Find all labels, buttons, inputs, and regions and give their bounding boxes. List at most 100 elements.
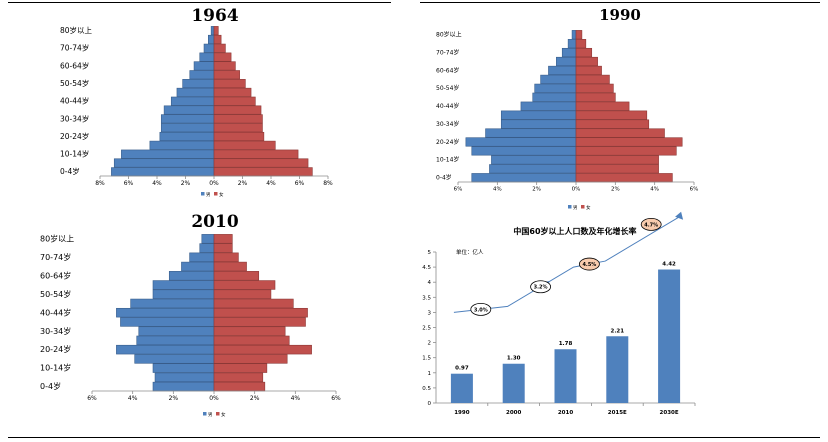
x-tick-label: 8% [95, 180, 105, 187]
legend-female-swatch [581, 205, 585, 209]
male-bar-55-59岁 [152, 280, 215, 290]
female-bar-70-74岁 [213, 43, 226, 53]
bar-2015E [606, 336, 629, 403]
pyramid-1990: 1990 6% 4% 2% 0% 2% 4% 6% 0-4岁 10-14岁 20-24岁 30-34… [420, 4, 820, 218]
y-tick-label: 4 [428, 280, 432, 286]
data-label: 0.97 [455, 366, 469, 372]
male-bar-50-54岁 [182, 79, 215, 89]
female-bar-40-44岁 [213, 307, 308, 318]
male-bar-75-79岁 [208, 34, 215, 44]
female-bar-10-14岁 [213, 149, 299, 159]
female-bar-0-4岁 [213, 381, 266, 392]
female-bar-35-39岁 [213, 317, 306, 327]
male-bar-70-74岁 [561, 47, 577, 58]
male-bar-25-29岁 [136, 335, 215, 346]
male-bar-15-19岁 [471, 146, 577, 156]
male-bar-30-34岁 [500, 119, 577, 129]
x-tick-label: 4% [152, 180, 162, 187]
y-tick-label: 80岁以上 [40, 233, 74, 243]
growth-rate-label: 4.7% [644, 222, 658, 228]
male-bar-35-39岁 [500, 110, 577, 120]
x-tick-label: 2% [169, 395, 179, 402]
y-tick-label: 10-14岁 [436, 156, 459, 164]
male-bar-45-49岁 [176, 87, 215, 97]
female-bar-20-24岁 [213, 344, 312, 355]
male-bar-5-9岁 [489, 164, 577, 174]
male-bar-40-44岁 [116, 307, 215, 318]
y-tick-label: 2 [428, 341, 432, 347]
y-tick-label: 50-54岁 [436, 84, 459, 92]
growth-rate-badge [578, 257, 600, 271]
male-bar-60-64岁 [548, 65, 577, 76]
y-tick-label: 40-44岁 [436, 102, 459, 110]
x-tick-label: 2% [532, 187, 541, 193]
male-bar-75-79岁 [567, 39, 577, 49]
growth-rate-label: 3.0% [474, 307, 488, 313]
female-bar-15-19岁 [575, 146, 677, 156]
x-tick-label: 2% [238, 180, 248, 187]
bottom-rule [8, 437, 820, 438]
male-bar-75-79岁 [199, 243, 215, 253]
bar-2000 [502, 363, 525, 403]
male-bar-10-14岁 [491, 155, 577, 165]
female-bar-25-29岁 [575, 128, 665, 138]
data-label: 1.30 [507, 356, 521, 362]
x-tick-label: 2000 [506, 410, 521, 416]
legend-female-label: 女 [219, 191, 224, 198]
female-bar-35-39岁 [213, 105, 262, 115]
y-tick-label: 80岁以上 [436, 31, 462, 39]
female-bar-45-49岁 [575, 92, 616, 102]
legend-female-label: 女 [221, 411, 226, 418]
y-tick-label: 30-34岁 [60, 113, 89, 123]
top-rule-right [420, 2, 820, 3]
male-bar-15-19岁 [149, 140, 215, 150]
y-tick-label: 5 [428, 250, 432, 256]
male-bar-30-34岁 [138, 326, 215, 336]
x-tick-label: 2015E [608, 410, 627, 416]
female-bar-65-69岁 [213, 261, 247, 272]
male-bar-25-29岁 [485, 128, 577, 138]
female-bar-80岁以上 [213, 234, 233, 244]
female-bar-70-74岁 [575, 47, 593, 58]
male-bar-0-4岁 [152, 381, 215, 392]
male-bar-10-14岁 [121, 149, 215, 159]
growth-rate-label: 3.2% [534, 285, 548, 291]
top-rule [8, 2, 391, 3]
male-bar-35-39岁 [163, 105, 215, 115]
male-bar-0-4岁 [111, 167, 215, 177]
male-bar-55-59岁 [540, 74, 577, 84]
trend-arrowhead [675, 211, 684, 220]
y-tick-label: 3.5 [422, 295, 431, 301]
female-bar-10-14岁 [575, 155, 659, 165]
female-bar-45-49岁 [213, 298, 294, 309]
female-bar-75-79岁 [213, 243, 233, 253]
female-bar-15-19岁 [213, 140, 276, 150]
y-tick-label: 1 [428, 371, 432, 377]
y-tick-label: 2.5 [422, 326, 431, 332]
y-tick-label: 60-64岁 [436, 66, 459, 74]
female-bar-65-69岁 [575, 56, 598, 67]
x-tick-label: 2% [611, 187, 620, 193]
x-tick-label: 6% [87, 395, 97, 402]
unit-label: 单位：亿人 [456, 248, 484, 256]
male-bar-20-24岁 [159, 131, 215, 142]
data-label: 4.42 [662, 262, 676, 268]
y-tick-label: 30-34岁 [436, 120, 459, 128]
x-tick-label: 4% [493, 187, 502, 193]
female-bar-55-59岁 [213, 70, 240, 80]
x-tick-label: 6% [295, 180, 305, 187]
male-bar-5-9岁 [113, 158, 215, 168]
female-bar-30-34岁 [213, 326, 286, 336]
female-bar-60-64岁 [575, 65, 602, 76]
y-tick-label: 0.5 [422, 386, 431, 392]
male-bar-20-24岁 [116, 344, 215, 355]
male-bar-25-29岁 [160, 123, 215, 133]
male-bar-45-49岁 [532, 92, 577, 102]
female-bar-50-54岁 [213, 79, 246, 89]
legend-male-label: 男 [208, 412, 213, 418]
male-bar-60-64岁 [193, 61, 215, 71]
y-tick-label: 50-54岁 [40, 289, 71, 299]
male-bar-40-44岁 [170, 96, 215, 106]
male-bar-70-74岁 [189, 252, 215, 263]
